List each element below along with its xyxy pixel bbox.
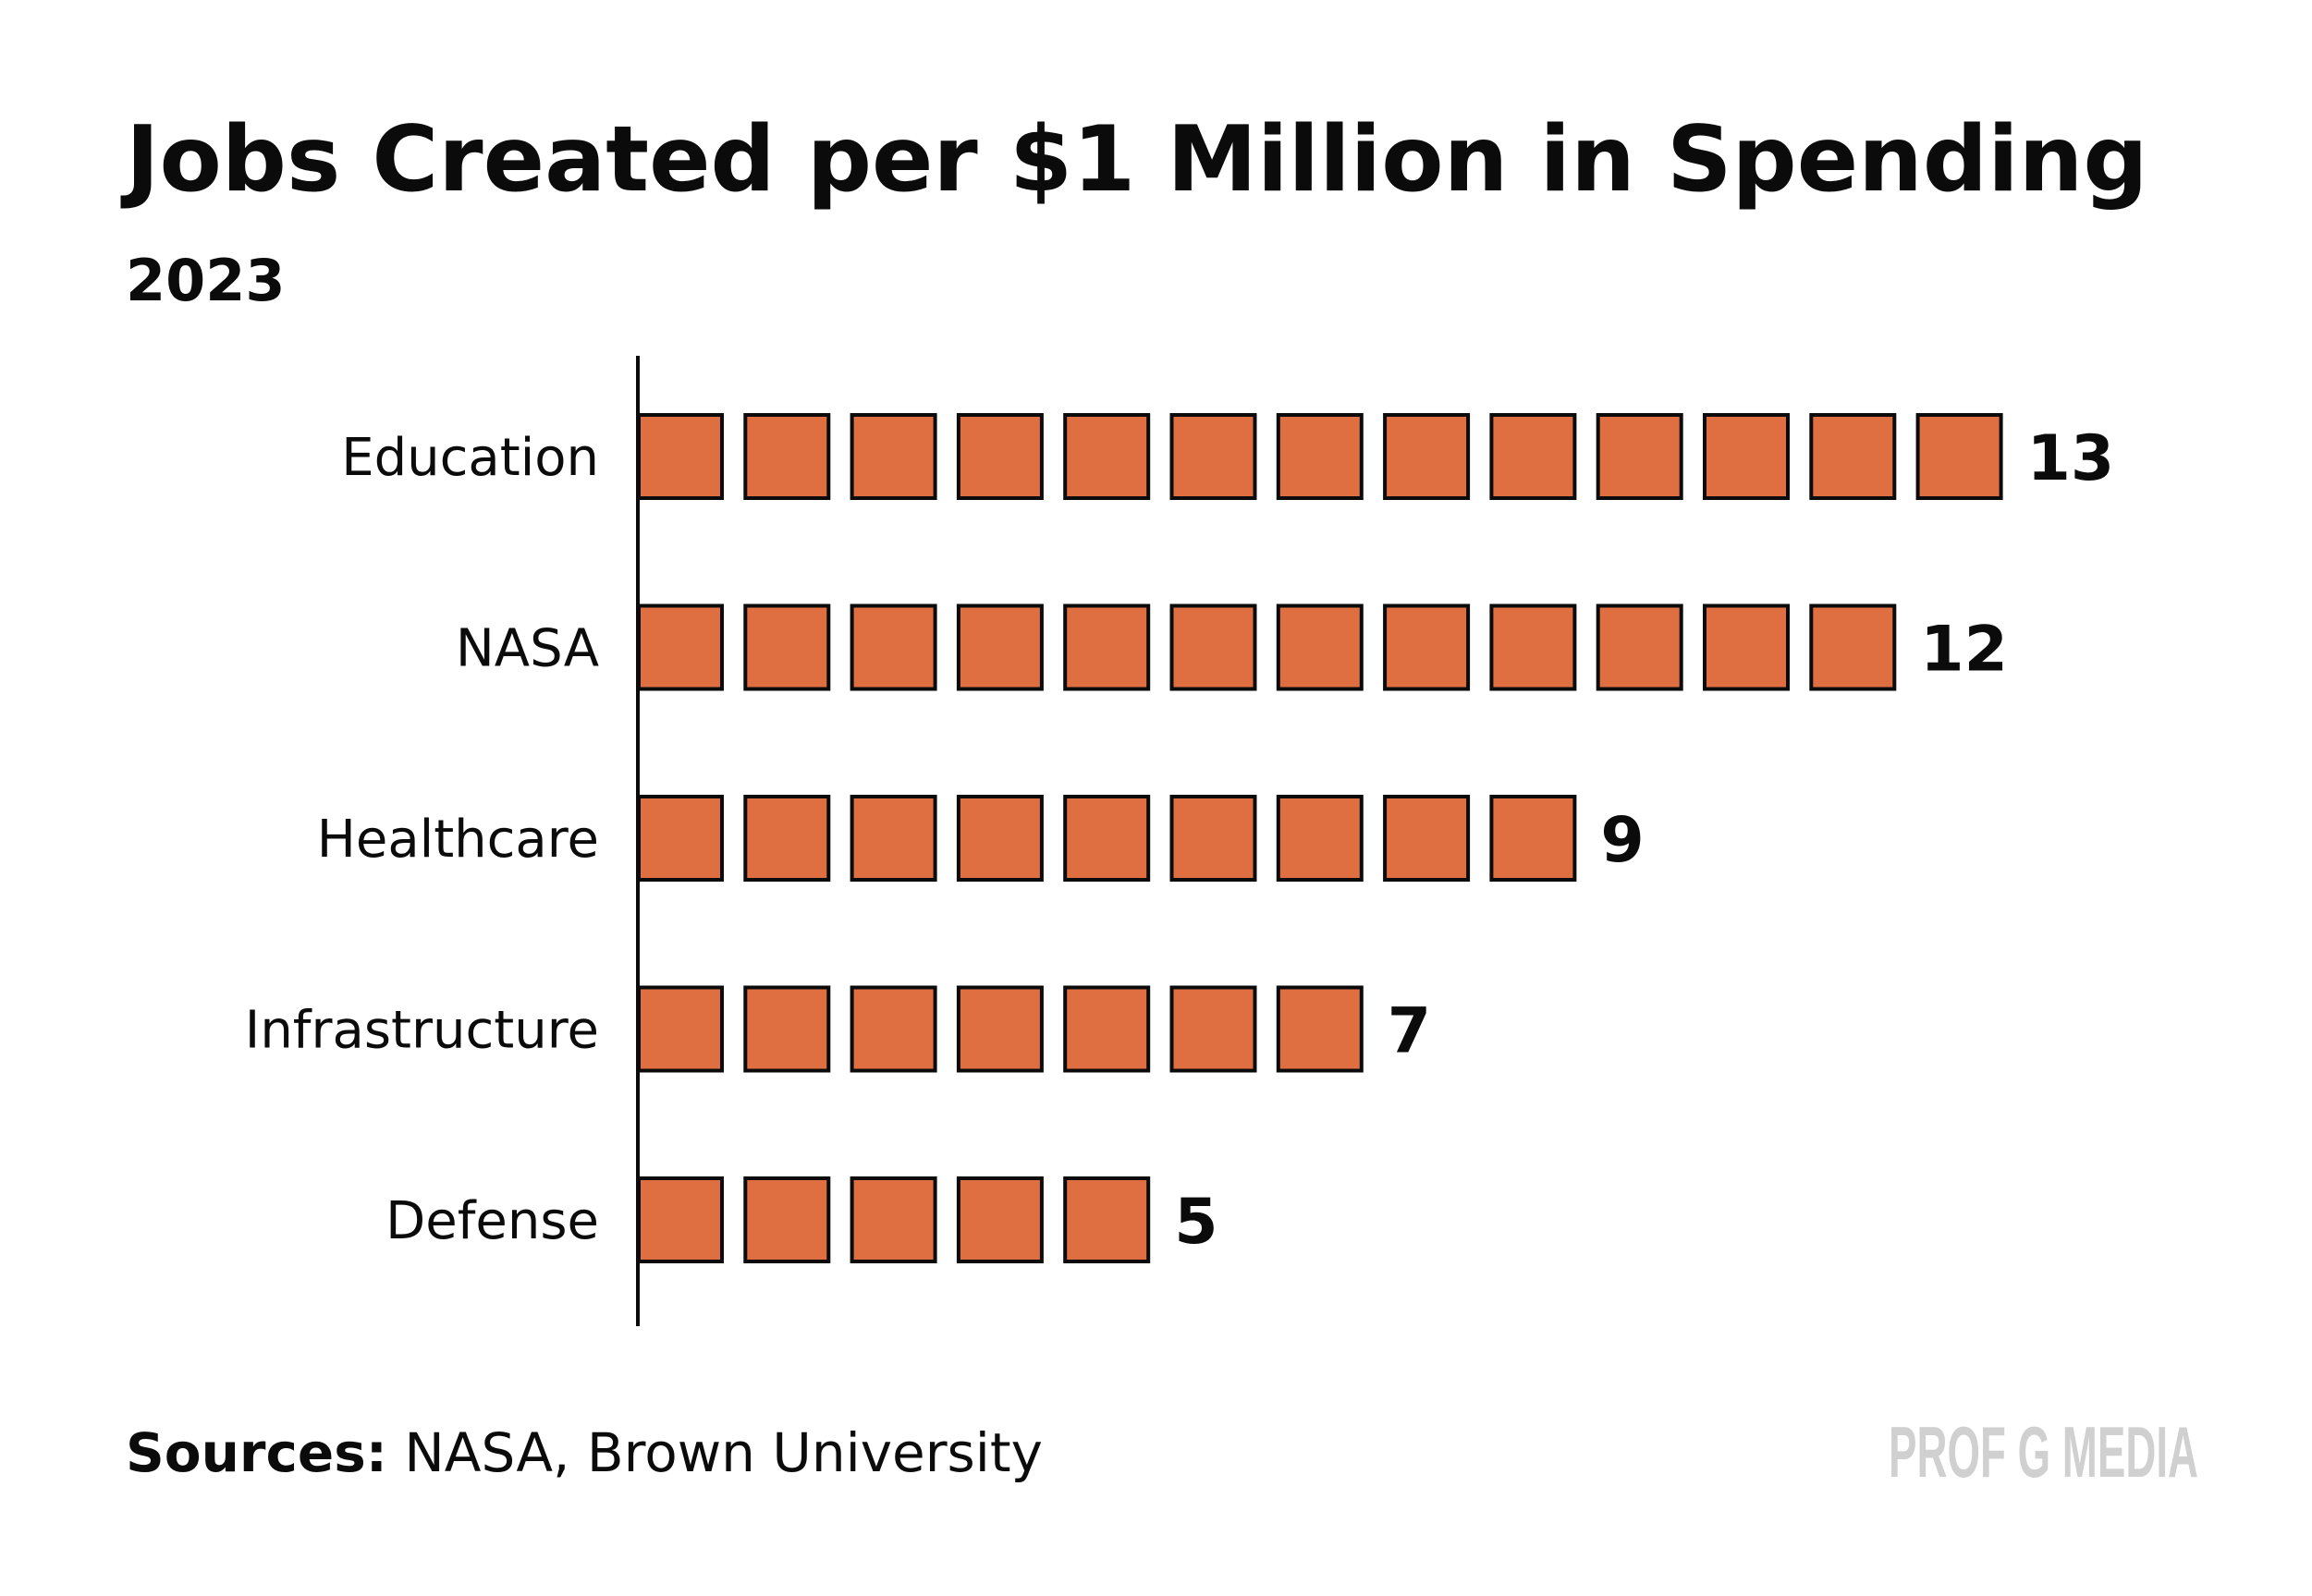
bar-unit-square [850,795,937,882]
bar-unit-square [1276,413,1364,500]
bar-unit-square [1169,985,1257,1073]
bar-unit-square [1703,413,1790,500]
bar-unit-square [956,603,1044,691]
bar-unit-square [743,795,831,882]
bar-unit-square [743,413,831,500]
category-label: Education [341,428,599,488]
value-label: 5 [1174,1186,1217,1259]
bar-unit-square [850,985,937,1073]
bar-unit-square [1276,985,1364,1073]
bar-unit-square [1063,985,1151,1073]
category-label: Infrastructure [245,1001,599,1061]
bar-unit-square [956,413,1044,500]
value-label: 9 [1600,804,1644,877]
bars-group: Education 13 NASA 12 Healthcare 9 Infrastructu… [245,413,2115,1263]
bar-unit-square [1703,603,1790,691]
bar-unit-square [1489,413,1577,500]
bar-row-infrastructure: Infrastructure 7 [245,985,1431,1073]
bar-row-education: Education 13 [341,413,2115,500]
bar-row-defense: Defense 5 [385,1176,1218,1263]
bar-unit-square [1063,413,1151,500]
bar-unit-square [850,603,937,691]
prof-g-media-logo: PROF G MEDIA [1889,1411,2198,1492]
bar-unit-square [956,1176,1044,1263]
chart-subtitle: 2023 [126,247,286,314]
bar-unit-square [850,1176,937,1263]
bar-unit-square [1063,603,1151,691]
chart-title: Jobs Created per $1 Million in Spending [120,107,2148,213]
bar-unit-square [1489,603,1577,691]
bar-unit-square [637,985,724,1073]
bar-unit-square [850,413,937,500]
bar-unit-square [743,603,831,691]
bar-unit-square [637,1176,724,1263]
bar-unit-square [1383,795,1471,882]
category-label: Defense [385,1191,599,1251]
value-label: 13 [2027,422,2115,495]
bar-unit-square [1276,795,1364,882]
bar-unit-square [743,1176,831,1263]
category-label: Healthcare [317,810,599,870]
bar-unit-square [956,985,1044,1073]
bar-unit-square [1063,795,1151,882]
bar-unit-square [1063,1176,1151,1263]
bar-unit-square [956,795,1044,882]
bar-unit-square [743,985,831,1073]
value-label: 12 [1920,614,2008,687]
bar-unit-square [637,603,724,691]
bar-unit-square [1809,413,1897,500]
bar-unit-square [1383,603,1471,691]
category-label: NASA [456,619,599,679]
value-label: 7 [1388,995,1431,1068]
bar-row-healthcare: Healthcare 9 [317,795,1645,882]
bar-unit-square [1169,413,1257,500]
sources-text: NASA, Brown University [387,1421,1043,1484]
bar-row-nasa: NASA 12 [456,603,2008,691]
bar-unit-square [1169,795,1257,882]
bar-unit-square [1489,795,1577,882]
bar-unit-square [637,795,724,882]
bar-unit-square [1596,413,1683,500]
bar-unit-square [1169,603,1257,691]
bar-unit-square [637,413,724,500]
bar-unit-square [1809,603,1897,691]
sources-note: Sources: NASA, Brown University [126,1421,1043,1484]
bar-unit-square [1383,413,1471,500]
bar-unit-square [1596,603,1683,691]
sources-label: Sources: [126,1421,387,1484]
bar-unit-square [1276,603,1364,691]
bar-unit-square [1915,413,2003,500]
